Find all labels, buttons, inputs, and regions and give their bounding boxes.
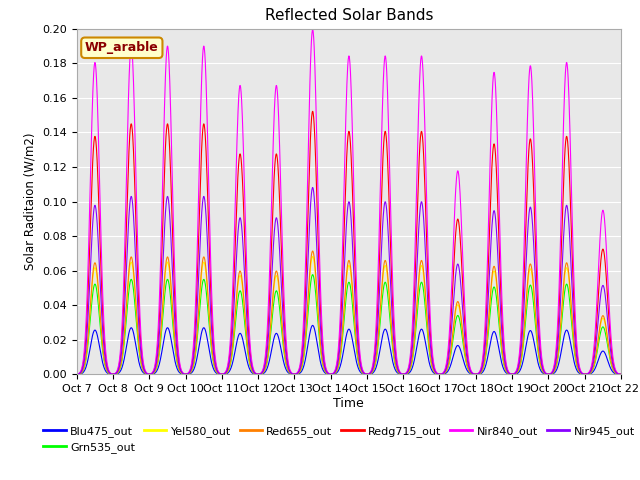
Line: Yel580_out: Yel580_out	[77, 256, 621, 374]
Yel580_out	[584, 371, 592, 377]
Nir945_out	[73, 372, 81, 377]
Red655_out	[584, 371, 592, 377]
Yel580_out	[225, 367, 232, 372]
Blu475_out	[569, 353, 577, 359]
Red655_out	[309, 248, 317, 254]
Grn535_out	[617, 372, 625, 377]
Nir945_out	[507, 371, 515, 377]
Nir945_out	[584, 371, 592, 376]
Red655_out	[376, 303, 384, 309]
Grn535_out	[569, 335, 577, 340]
Grn535_out	[309, 272, 317, 277]
Redg715_out	[617, 372, 625, 377]
Title: Reflected Solar Bands: Reflected Solar Bands	[264, 9, 433, 24]
Blu475_out	[376, 345, 384, 350]
Redg715_out	[569, 274, 577, 280]
Redg715_out	[309, 108, 317, 114]
Redg715_out	[584, 371, 592, 376]
Nir945_out	[569, 302, 577, 308]
Nir945_out	[617, 372, 625, 377]
Blu475_out	[73, 372, 81, 377]
Line: Blu475_out: Blu475_out	[77, 325, 621, 374]
Redg715_out	[581, 372, 589, 377]
Grn535_out	[584, 371, 592, 377]
Blu475_out	[225, 370, 232, 375]
Nir840_out	[365, 371, 372, 377]
Nir945_out	[376, 268, 384, 274]
Yel580_out	[581, 372, 589, 377]
Yel580_out	[569, 328, 577, 334]
Redg715_out	[73, 372, 81, 377]
Nir840_out	[569, 244, 577, 250]
Grn535_out	[73, 372, 81, 377]
Nir840_out	[309, 27, 317, 33]
Line: Nir945_out: Nir945_out	[77, 188, 621, 374]
Grn535_out	[581, 372, 589, 377]
Yel580_out	[73, 372, 81, 377]
Redg715_out	[507, 371, 515, 377]
Nir840_out	[584, 370, 592, 376]
Blu475_out	[365, 372, 372, 377]
Grn535_out	[507, 372, 515, 377]
Line: Grn535_out: Grn535_out	[77, 275, 621, 374]
Line: Nir840_out: Nir840_out	[77, 30, 621, 374]
Red655_out	[507, 372, 515, 377]
Nir945_out	[581, 372, 589, 377]
Grn535_out	[365, 372, 372, 377]
Nir840_out	[617, 372, 625, 377]
Red655_out	[73, 372, 81, 377]
Y-axis label: Solar Raditaion (W/m2): Solar Raditaion (W/m2)	[24, 133, 36, 270]
Nir945_out	[225, 364, 232, 370]
Line: Redg715_out: Redg715_out	[77, 111, 621, 374]
Yel580_out	[617, 372, 625, 377]
Yel580_out	[365, 372, 372, 377]
Red655_out	[569, 326, 577, 332]
Legend: Blu475_out, Grn535_out, Yel580_out, Red655_out, Redg715_out, Nir840_out, Nir945_: Blu475_out, Grn535_out, Yel580_out, Red6…	[39, 421, 639, 458]
Blu475_out	[309, 323, 317, 328]
Text: WP_arable: WP_arable	[85, 41, 159, 54]
Nir840_out	[507, 371, 515, 377]
Red655_out	[365, 372, 372, 377]
Nir945_out	[365, 371, 372, 377]
Red655_out	[225, 366, 232, 372]
Grn535_out	[376, 316, 384, 322]
Redg715_out	[376, 226, 384, 232]
Yel580_out	[309, 253, 317, 259]
Line: Red655_out: Red655_out	[77, 251, 621, 374]
Grn535_out	[225, 367, 232, 373]
Nir840_out	[581, 372, 589, 377]
Red655_out	[581, 372, 589, 377]
Redg715_out	[365, 371, 372, 377]
Blu475_out	[507, 372, 515, 377]
Yel580_out	[376, 306, 384, 312]
Red655_out	[617, 372, 625, 377]
Nir840_out	[225, 358, 232, 363]
Blu475_out	[617, 372, 625, 377]
X-axis label: Time: Time	[333, 397, 364, 410]
Nir840_out	[376, 181, 384, 187]
Blu475_out	[584, 372, 592, 377]
Nir945_out	[309, 185, 317, 191]
Redg715_out	[225, 361, 232, 367]
Yel580_out	[507, 372, 515, 377]
Blu475_out	[581, 372, 589, 377]
Nir840_out	[73, 372, 81, 377]
